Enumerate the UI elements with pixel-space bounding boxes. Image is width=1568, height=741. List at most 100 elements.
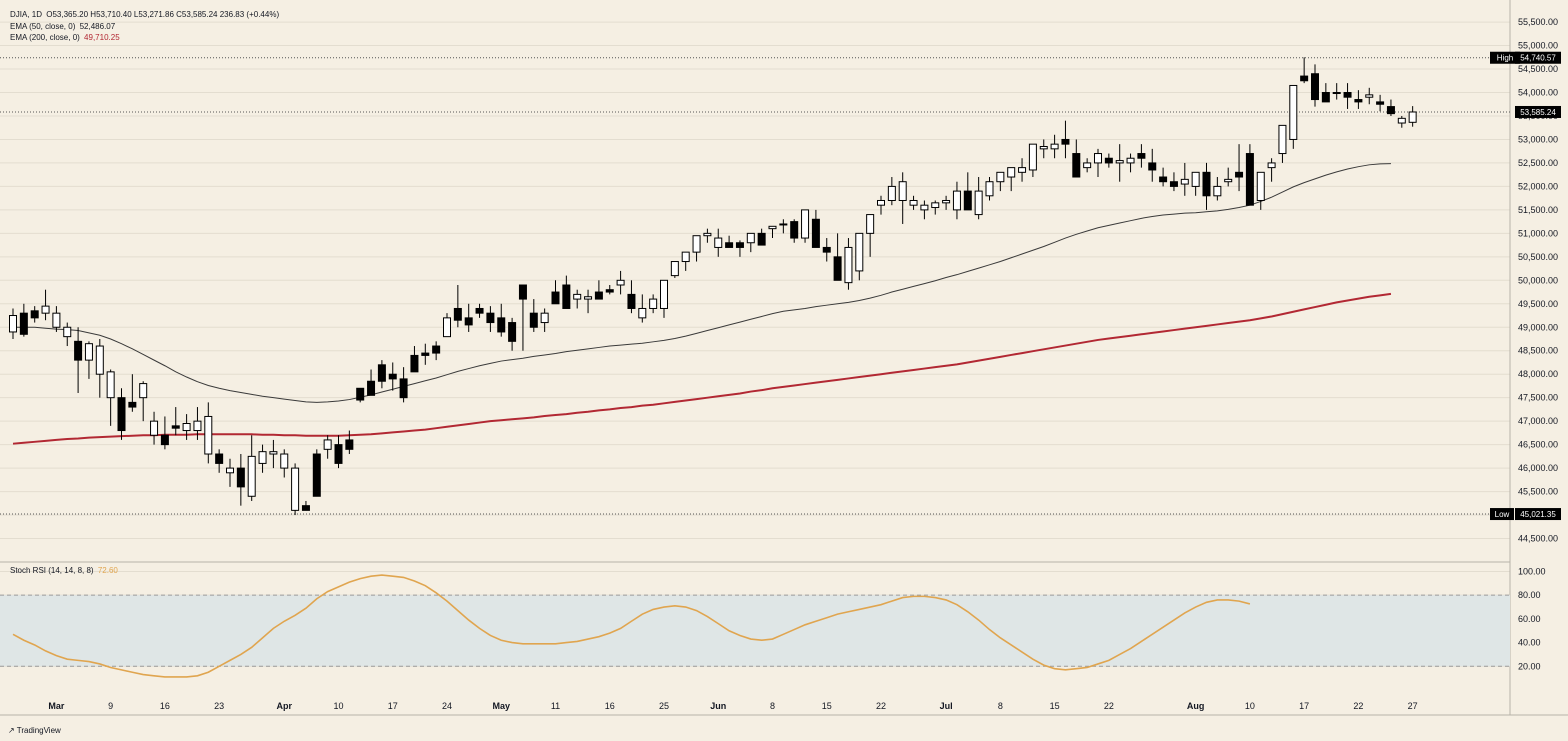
candle[interactable] xyxy=(1180,162,1189,196)
candle[interactable] xyxy=(670,261,679,278)
candle[interactable] xyxy=(963,172,972,211)
candle[interactable] xyxy=(247,435,256,501)
candle[interactable] xyxy=(616,270,625,295)
candle[interactable] xyxy=(985,177,994,201)
candle[interactable] xyxy=(1039,139,1048,159)
candle[interactable] xyxy=(1126,153,1135,173)
candle[interactable] xyxy=(811,209,820,248)
candle[interactable] xyxy=(605,285,614,295)
candle[interactable] xyxy=(1094,148,1102,178)
candle[interactable] xyxy=(171,407,180,436)
candle[interactable] xyxy=(1300,57,1309,84)
candle[interactable] xyxy=(768,225,777,239)
candle[interactable] xyxy=(1267,158,1276,182)
candle[interactable] xyxy=(508,317,517,351)
candle[interactable] xyxy=(822,238,831,262)
candle[interactable] xyxy=(312,449,321,497)
candle[interactable] xyxy=(757,228,766,246)
candle[interactable] xyxy=(746,232,755,253)
candle[interactable] xyxy=(1169,172,1178,192)
candle[interactable] xyxy=(844,238,853,290)
candle[interactable] xyxy=(681,251,690,271)
candle[interactable] xyxy=(703,228,712,243)
candle[interactable] xyxy=(1137,144,1146,168)
candle[interactable] xyxy=(1050,134,1059,159)
candle[interactable] xyxy=(1191,171,1200,196)
candle[interactable] xyxy=(215,449,224,473)
candle[interactable] xyxy=(128,374,137,412)
candle[interactable] xyxy=(942,195,951,210)
candle[interactable] xyxy=(9,308,17,339)
candle[interactable] xyxy=(280,449,289,478)
candle[interactable] xyxy=(19,303,28,337)
candle[interactable] xyxy=(1397,115,1406,128)
candle[interactable] xyxy=(377,360,386,389)
candle[interactable] xyxy=(518,284,527,351)
candle[interactable] xyxy=(1245,144,1254,206)
candle[interactable] xyxy=(1028,143,1037,178)
candle[interactable] xyxy=(226,458,234,487)
candle[interactable] xyxy=(1376,94,1385,112)
candle[interactable] xyxy=(193,407,202,440)
candle[interactable] xyxy=(1256,171,1265,210)
candle[interactable] xyxy=(1083,158,1092,173)
candle[interactable] xyxy=(106,369,115,426)
candle[interactable] xyxy=(464,303,473,332)
candle[interactable] xyxy=(1235,144,1244,192)
candle[interactable] xyxy=(258,444,267,473)
candle[interactable] xyxy=(584,289,593,314)
candle[interactable] xyxy=(1321,83,1330,103)
candle[interactable] xyxy=(1213,177,1222,201)
candle[interactable] xyxy=(1061,120,1070,159)
candle[interactable] xyxy=(735,240,744,257)
candle[interactable] xyxy=(160,416,169,450)
legend-symbol[interactable]: DJIA, 1D O53,365.20 H53,710.40 L53,271.8… xyxy=(10,10,281,19)
candle[interactable] xyxy=(692,235,701,262)
candle[interactable] xyxy=(63,322,72,347)
candle[interactable] xyxy=(236,454,245,506)
legend-ema50[interactable]: EMA (50, close, 0) 52,486.07 xyxy=(10,22,117,31)
candle[interactable] xyxy=(410,346,419,373)
candle[interactable] xyxy=(486,306,495,332)
candle[interactable] xyxy=(1072,139,1081,178)
candle[interactable] xyxy=(1115,144,1124,182)
candle[interactable] xyxy=(996,171,1005,192)
candle[interactable] xyxy=(779,219,788,234)
candle[interactable] xyxy=(1202,162,1211,210)
legend-stoch[interactable]: Stoch RSI (14, 14, 8, 8) 72.60 xyxy=(10,566,120,575)
candle[interactable] xyxy=(801,209,810,243)
candles[interactable] xyxy=(9,57,1417,516)
candle[interactable] xyxy=(573,289,582,309)
candle[interactable] xyxy=(1007,167,1016,192)
candle[interactable] xyxy=(150,411,159,445)
candle[interactable] xyxy=(855,232,864,281)
candle[interactable] xyxy=(41,289,50,321)
candle[interactable] xyxy=(345,430,354,455)
candle[interactable] xyxy=(443,313,451,338)
candle[interactable] xyxy=(529,299,538,332)
candle[interactable] xyxy=(117,388,126,440)
candle[interactable] xyxy=(269,439,278,469)
candle[interactable] xyxy=(52,306,61,332)
candle[interactable] xyxy=(30,306,39,323)
candle[interactable] xyxy=(887,177,896,206)
candle[interactable] xyxy=(432,341,441,361)
candle[interactable] xyxy=(1104,153,1113,168)
candle[interactable] xyxy=(638,294,647,323)
candle[interactable] xyxy=(920,200,929,220)
candle[interactable] xyxy=(453,285,462,328)
candle[interactable] xyxy=(649,294,658,314)
candle[interactable] xyxy=(898,172,907,224)
candle[interactable] xyxy=(1332,83,1341,100)
candle[interactable] xyxy=(540,308,549,332)
candle[interactable] xyxy=(301,500,310,511)
candle[interactable] xyxy=(1148,148,1157,182)
candle[interactable] xyxy=(974,177,983,220)
candle[interactable] xyxy=(334,435,343,469)
candle[interactable] xyxy=(1224,167,1233,187)
candle[interactable] xyxy=(74,327,83,393)
candle[interactable] xyxy=(475,303,484,318)
candle[interactable] xyxy=(95,338,104,398)
candle[interactable] xyxy=(909,195,918,210)
